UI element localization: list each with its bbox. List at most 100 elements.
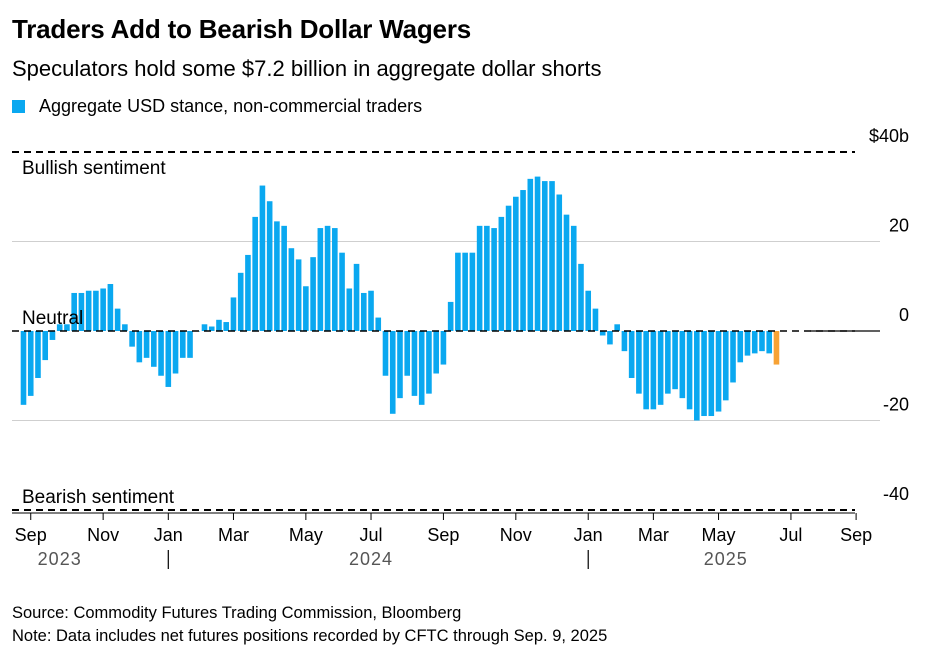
bar — [455, 252, 461, 331]
bar — [42, 331, 49, 361]
bar — [324, 225, 331, 331]
bar — [368, 290, 374, 331]
bar — [694, 331, 700, 421]
y-tick-label: 0 — [899, 305, 909, 325]
bar — [621, 331, 628, 352]
bar — [534, 176, 541, 331]
bar — [100, 288, 106, 331]
bar — [599, 331, 606, 336]
bar — [759, 331, 765, 352]
bar — [288, 248, 295, 331]
year-label: 2025 — [704, 549, 748, 569]
bar — [447, 301, 454, 331]
note-text: Note: Data includes net futures position… — [12, 627, 608, 645]
bar — [274, 221, 280, 331]
bar — [433, 331, 439, 374]
bar — [339, 252, 345, 331]
chart-subtitle: Speculators hold some $7.2 billion in ag… — [12, 56, 602, 81]
bar — [520, 190, 526, 331]
x-tick-label: Jan — [574, 525, 603, 545]
bar — [426, 331, 432, 394]
bar — [158, 331, 164, 376]
bar — [165, 331, 172, 387]
year-label: 2024 — [349, 549, 393, 569]
bar — [20, 331, 27, 405]
bar — [201, 324, 208, 331]
bar — [71, 292, 77, 331]
bar — [730, 331, 736, 383]
y-tick-label: $40b — [869, 126, 909, 146]
bar — [122, 324, 128, 331]
bar — [136, 331, 143, 363]
bar — [360, 292, 367, 331]
x-tick-label: May — [701, 525, 735, 545]
bar — [223, 322, 230, 331]
legend: Aggregate USD stance, non-commercial tra… — [12, 96, 422, 117]
bar — [679, 331, 686, 399]
bar — [187, 331, 193, 358]
bar — [592, 308, 599, 332]
y-tick-label: 20 — [889, 216, 909, 236]
bar — [78, 292, 85, 331]
bar — [650, 331, 657, 410]
bar — [686, 331, 693, 410]
bar — [484, 225, 490, 331]
bar — [107, 284, 114, 331]
bar — [93, 290, 99, 331]
bar — [549, 181, 555, 331]
bar — [151, 331, 157, 367]
bar — [766, 331, 773, 354]
bar — [295, 259, 302, 331]
bar — [462, 252, 468, 331]
bar — [179, 331, 186, 358]
bar — [643, 331, 649, 410]
x-tick-label: Jul — [779, 525, 802, 545]
bar — [563, 214, 570, 331]
bar — [715, 331, 722, 412]
bar — [708, 331, 715, 417]
bar — [476, 225, 483, 331]
bar — [303, 286, 309, 331]
bar — [513, 196, 519, 331]
x-tick-label: May — [289, 525, 323, 545]
footer: Source: Commodity Futures Trading Commis… — [12, 602, 607, 648]
bar — [259, 185, 266, 331]
bar — [744, 331, 751, 356]
bar — [556, 194, 563, 331]
bar — [578, 263, 584, 332]
source-text: Source: Commodity Futures Trading Commis… — [12, 604, 462, 622]
bar — [636, 331, 642, 394]
bar — [737, 331, 744, 363]
bar — [607, 331, 613, 345]
bar — [216, 319, 222, 331]
bar — [49, 331, 56, 340]
legend-swatch — [12, 100, 25, 113]
bar — [245, 254, 251, 331]
bar — [498, 216, 505, 331]
bar — [353, 263, 360, 332]
bar — [172, 331, 179, 374]
x-tick-label: Nov — [500, 525, 532, 545]
bar — [614, 324, 620, 331]
bar — [317, 228, 324, 331]
annotation-label: Bearish sentiment — [22, 487, 175, 508]
bar — [35, 331, 41, 378]
x-tick-label: Mar — [638, 525, 669, 545]
x-tick-label: Jan — [154, 525, 183, 545]
x-tick-label: Sep — [840, 525, 872, 545]
bar — [541, 181, 548, 331]
bar — [657, 331, 664, 405]
bar — [114, 308, 121, 332]
bar — [129, 331, 135, 347]
bar — [64, 324, 70, 331]
y-tick-label: -40 — [883, 484, 909, 504]
bar — [375, 317, 382, 331]
bar — [266, 201, 273, 331]
annotation-label: Neutral — [22, 308, 83, 329]
bar — [418, 331, 425, 405]
bar — [397, 331, 403, 399]
bar — [701, 331, 707, 417]
bar — [332, 228, 338, 331]
bar — [440, 331, 447, 365]
